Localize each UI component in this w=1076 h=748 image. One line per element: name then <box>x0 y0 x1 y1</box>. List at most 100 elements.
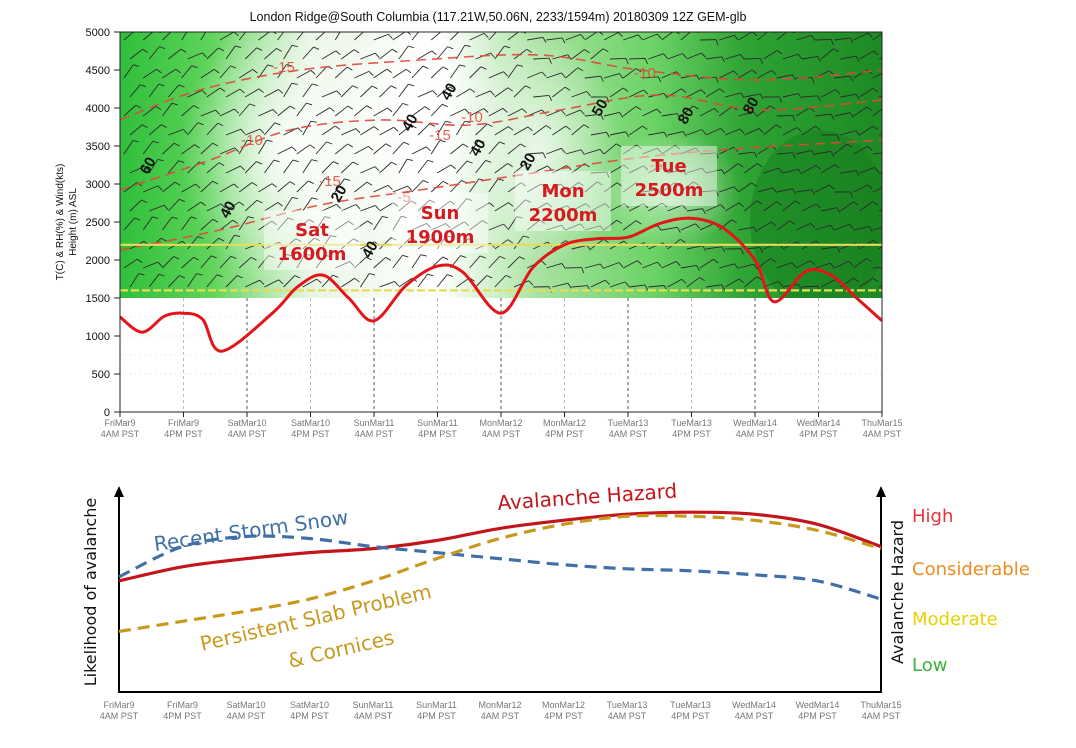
wind-barb-flag <box>849 75 854 82</box>
wind-barb <box>801 56 822 62</box>
wind-barb-staff <box>200 180 213 193</box>
wind-barb-flag <box>596 181 603 186</box>
x-tick-label-day: FriMar9 <box>104 700 135 710</box>
wind-barb <box>225 128 246 136</box>
wind-barb-staff <box>456 45 466 60</box>
wind-barb-flag <box>663 131 668 138</box>
wind-barb <box>129 84 147 98</box>
top-y-axis-label-1: T(C) & RH(%) & Wind(kts) <box>55 164 66 281</box>
wind-barb <box>820 48 839 60</box>
wind-barb-flag <box>775 124 782 129</box>
wind-barb-staff <box>187 89 203 98</box>
wind-barb-staff <box>181 256 194 269</box>
wind-barb <box>532 125 552 136</box>
wind-barb <box>840 201 859 212</box>
wind-barb <box>296 219 315 231</box>
wind-barb-staff <box>302 159 312 174</box>
wind-barb <box>628 203 649 212</box>
wind-barb-flag <box>836 207 841 214</box>
wind-barb-staff <box>398 159 408 174</box>
wind-barb-staff <box>321 235 332 250</box>
wind-barb-flag <box>439 140 446 143</box>
wind-barb <box>821 134 840 141</box>
wind-barb-staff <box>840 55 857 60</box>
wind-barb-staff <box>456 277 470 288</box>
wind-barb <box>162 102 178 117</box>
wind-barb-staff <box>609 87 624 98</box>
y-tick-label: 0 <box>104 407 110 419</box>
wind-barb <box>340 85 359 98</box>
wind-barb <box>680 181 699 193</box>
wind-barb-staff <box>705 56 722 60</box>
wind-barb-staff <box>315 107 330 117</box>
wind-barb <box>680 147 700 155</box>
wind-barb-staff <box>801 95 818 98</box>
wind-barb-flag <box>737 163 744 168</box>
wind-barb-flag <box>336 90 342 96</box>
wind-barb-staff <box>699 258 714 269</box>
wind-barb-staff <box>283 127 299 136</box>
wind-barb-flag <box>407 185 412 191</box>
wind-barb-staff <box>590 48 604 60</box>
wind-barb-flag <box>830 224 835 231</box>
wind-barb <box>834 143 853 155</box>
wind-barb <box>417 273 434 288</box>
temperature-contour-label: -15 <box>319 173 341 190</box>
wind-barb-flag <box>734 263 739 270</box>
wind-barb-flag <box>548 95 553 102</box>
wind-barb-staff <box>527 152 544 155</box>
wind-barb <box>334 178 351 193</box>
wind-barb-staff <box>475 90 491 98</box>
wind-barb-staff <box>315 178 326 193</box>
wind-barb-flag <box>233 183 239 189</box>
wind-barb-staff <box>219 183 235 193</box>
wind-barb-flag <box>700 89 706 95</box>
wind-barb <box>373 143 392 155</box>
wind-barb <box>590 48 609 60</box>
wind-barb <box>513 162 532 174</box>
wind-barb <box>398 200 417 212</box>
wind-barb-staff <box>354 145 369 155</box>
wind-barb <box>302 120 317 136</box>
wind-barb <box>277 181 296 193</box>
wind-barb <box>238 69 258 79</box>
wind-barb-staff <box>475 160 486 174</box>
wind-barb <box>200 180 219 193</box>
x-tick-label-time: 4AM PST <box>735 711 774 721</box>
wind-barb-flag <box>259 128 265 134</box>
wind-barb-staff <box>859 201 873 212</box>
wind-barb-staff <box>264 122 276 136</box>
temperature-contour-label: -10 <box>241 132 263 149</box>
temperature-contour-label: -5 <box>649 157 662 174</box>
wind-barb-flag <box>174 181 181 186</box>
wind-barb-staff <box>123 140 134 155</box>
wind-barb-staff <box>373 107 388 117</box>
wind-barb-staff <box>321 274 334 288</box>
wind-barb <box>302 278 322 288</box>
wind-barb-staff <box>258 140 268 155</box>
wind-barb-flag <box>201 90 207 95</box>
wind-barb-flag <box>692 181 699 186</box>
wind-barb <box>187 273 203 288</box>
wind-barb-staff <box>680 32 692 41</box>
wind-barb <box>507 64 524 79</box>
wind-barb-flag <box>623 164 629 170</box>
wind-barb-flag <box>152 140 159 144</box>
series-line <box>118 534 882 601</box>
wind-barb <box>622 144 642 155</box>
wind-barb <box>244 161 263 174</box>
wind-barb-staff <box>417 123 430 136</box>
wind-barb-staff <box>436 46 448 60</box>
wind-barb-staff <box>834 112 851 117</box>
wind-barb-flag <box>287 27 293 29</box>
wind-barb-flag <box>740 248 744 255</box>
wind-barb-staff <box>436 235 447 250</box>
wind-barb-flag <box>809 107 815 112</box>
wind-barb <box>219 108 240 117</box>
wind-barb-flag <box>324 216 331 219</box>
wind-barb-staff <box>417 50 433 60</box>
wind-barb <box>584 148 605 155</box>
wind-barb-staff <box>622 106 637 117</box>
wind-barb-flag <box>137 258 143 264</box>
wind-barb-flag <box>304 253 311 256</box>
